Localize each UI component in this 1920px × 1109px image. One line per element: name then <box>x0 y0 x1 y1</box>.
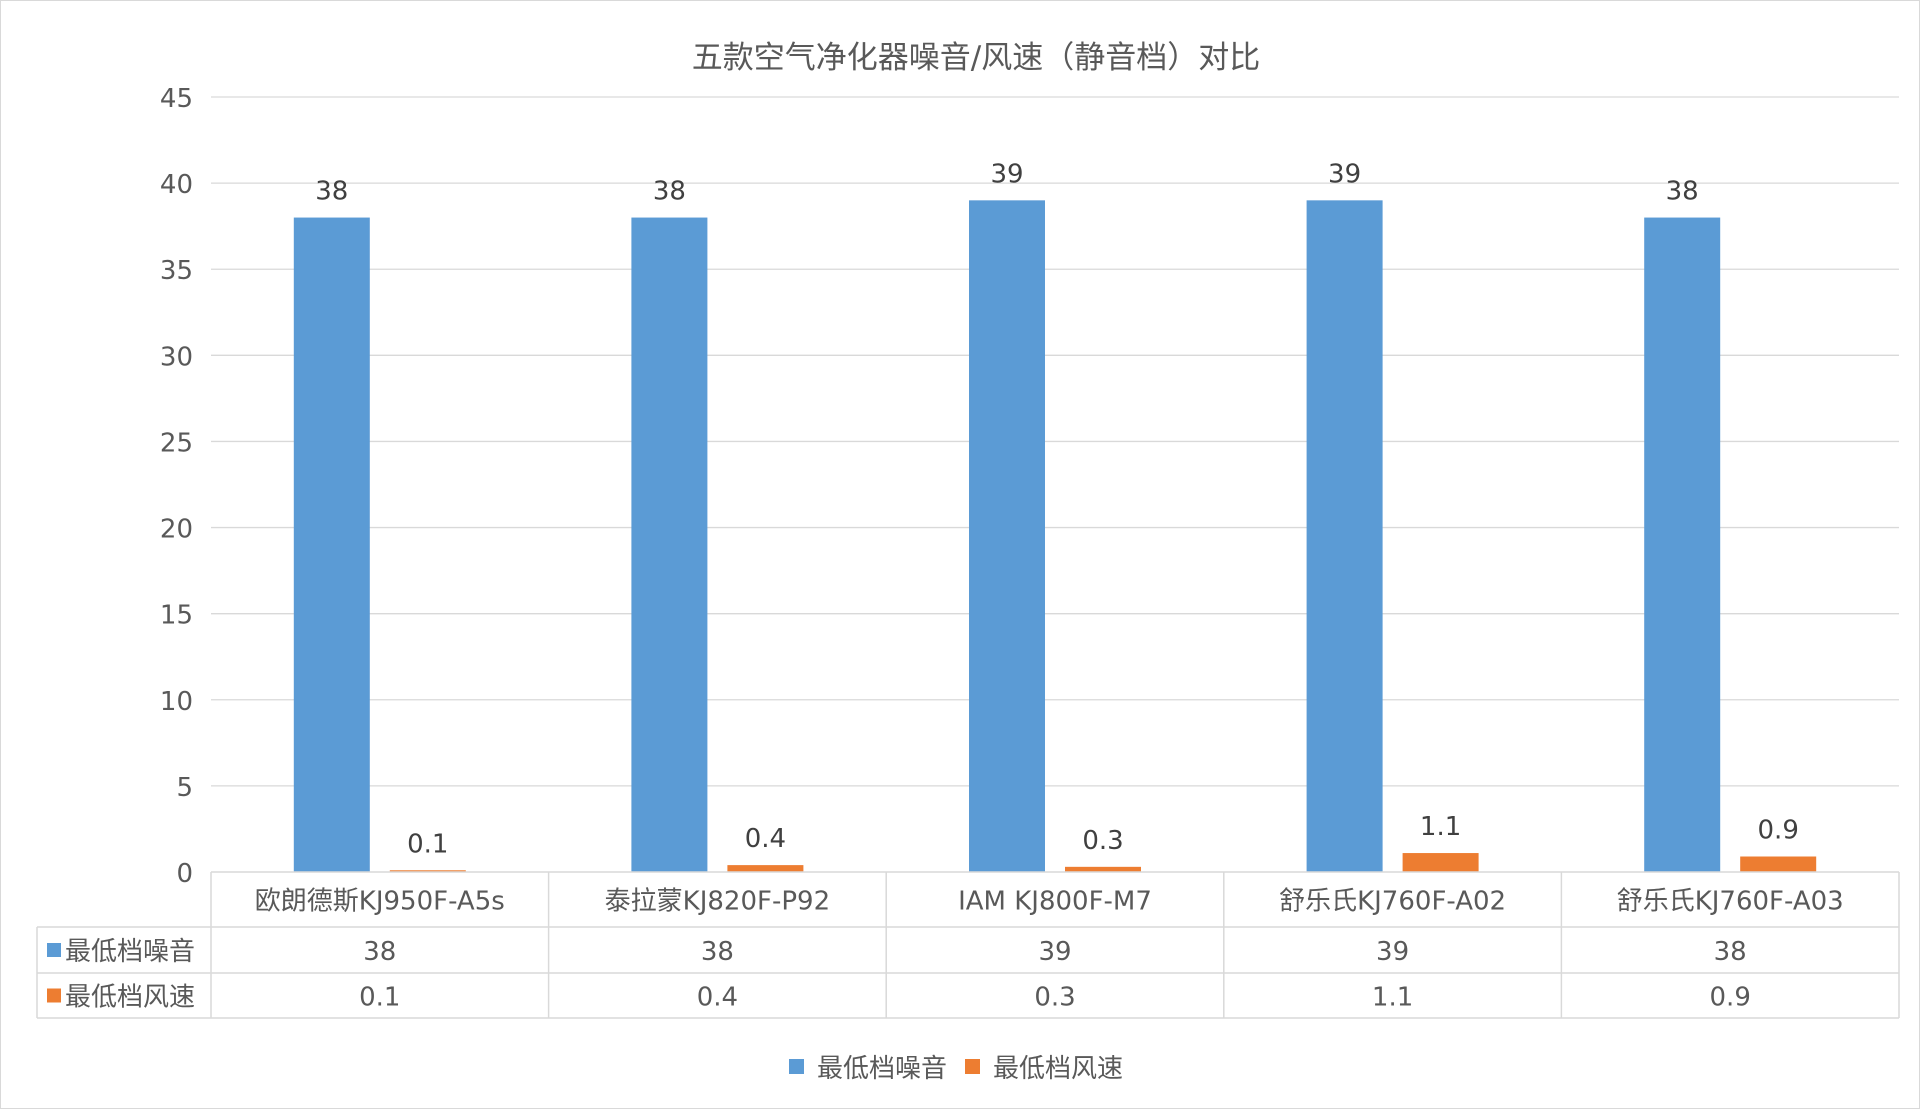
bar <box>293 217 370 873</box>
legend-label: 最低档风速 <box>993 1054 1123 1084</box>
table-cell: 0.3 <box>1034 983 1075 1013</box>
bar <box>389 870 466 872</box>
legend-item[interactable]: 最低档噪音 <box>789 1054 947 1084</box>
gridlines <box>211 96 1899 787</box>
bar <box>1644 217 1721 873</box>
table-cell: 38 <box>1714 937 1747 967</box>
data-label: 0.1 <box>407 829 448 859</box>
bar <box>1402 853 1479 872</box>
table-cell: 39 <box>1376 937 1409 967</box>
bar <box>1740 856 1817 872</box>
data-label: 39 <box>990 159 1023 189</box>
data-table: 欧朗德斯KJ950F-A5s 泰拉蒙KJ820F-P92 IAM KJ800F-M7… <box>36 871 1900 1019</box>
y-tick-label: 35 <box>160 256 193 286</box>
table-category-label: 舒乐氏KJ760F-A03 <box>1617 887 1844 917</box>
y-tick-label: 10 <box>160 687 193 717</box>
table-category-label: 泰拉蒙KJ820F-P92 <box>605 887 830 917</box>
bar <box>969 200 1045 873</box>
legend-swatch <box>965 1059 980 1074</box>
data-label: 38 <box>315 177 348 207</box>
table-category-label: 舒乐氏KJ760F-A02 <box>1279 887 1506 917</box>
y-tick-label: 0 <box>176 859 193 889</box>
table-cell: 38 <box>363 937 396 967</box>
table-cell: 0.4 <box>697 983 738 1013</box>
y-tick-label: 40 <box>160 170 193 200</box>
bar <box>631 217 708 873</box>
legend[interactable]: 最低档噪音 最低档风速 <box>789 1054 1123 1084</box>
y-tick-label: 45 <box>160 84 193 114</box>
table-cell: 0.1 <box>359 983 400 1013</box>
chart-title: 五款空气净化器噪音/风速（静音档）对比 <box>692 40 1260 76</box>
table-cell: 39 <box>1038 937 1071 967</box>
y-tick-label: 30 <box>160 342 193 372</box>
legend-swatch <box>789 1059 804 1074</box>
table-category-label: 欧朗德斯KJ950F-A5s <box>255 887 505 917</box>
y-tick-label: 20 <box>160 515 193 545</box>
bar <box>1306 200 1383 873</box>
table-series-name: 最低档噪音 <box>65 937 195 967</box>
bar <box>727 865 804 872</box>
table-cell: 1.1 <box>1372 983 1413 1013</box>
table-cell: 0.9 <box>1710 983 1751 1013</box>
data-label: 1.1 <box>1420 812 1461 842</box>
data-label: 0.3 <box>1082 826 1123 856</box>
bars <box>293 200 1817 873</box>
table-legend-key <box>47 988 61 1003</box>
legend-label: 最低档噪音 <box>817 1054 947 1084</box>
y-tick-label: 15 <box>160 601 193 631</box>
y-tick-label: 5 <box>176 773 193 803</box>
bar <box>1065 866 1141 872</box>
table-legend-key <box>47 943 61 957</box>
data-labels: 38 0.1 38 0.4 39 0.3 39 1.1 38 0.9 <box>315 159 1799 859</box>
legend-item[interactable]: 最低档风速 <box>965 1054 1123 1084</box>
table-series-name: 最低档风速 <box>65 983 195 1013</box>
y-tick-label: 25 <box>160 428 193 458</box>
table-cell: 38 <box>701 937 734 967</box>
table-category-label: IAM KJ800F-M7 <box>958 887 1152 917</box>
data-label: 0.4 <box>745 824 786 854</box>
data-label: 38 <box>653 177 686 207</box>
data-label: 39 <box>1328 159 1361 189</box>
data-label: 38 <box>1666 177 1699 207</box>
data-label: 0.9 <box>1758 816 1799 846</box>
y-axis-tick-labels: 0 5 10 15 20 25 30 35 40 45 <box>160 84 193 889</box>
